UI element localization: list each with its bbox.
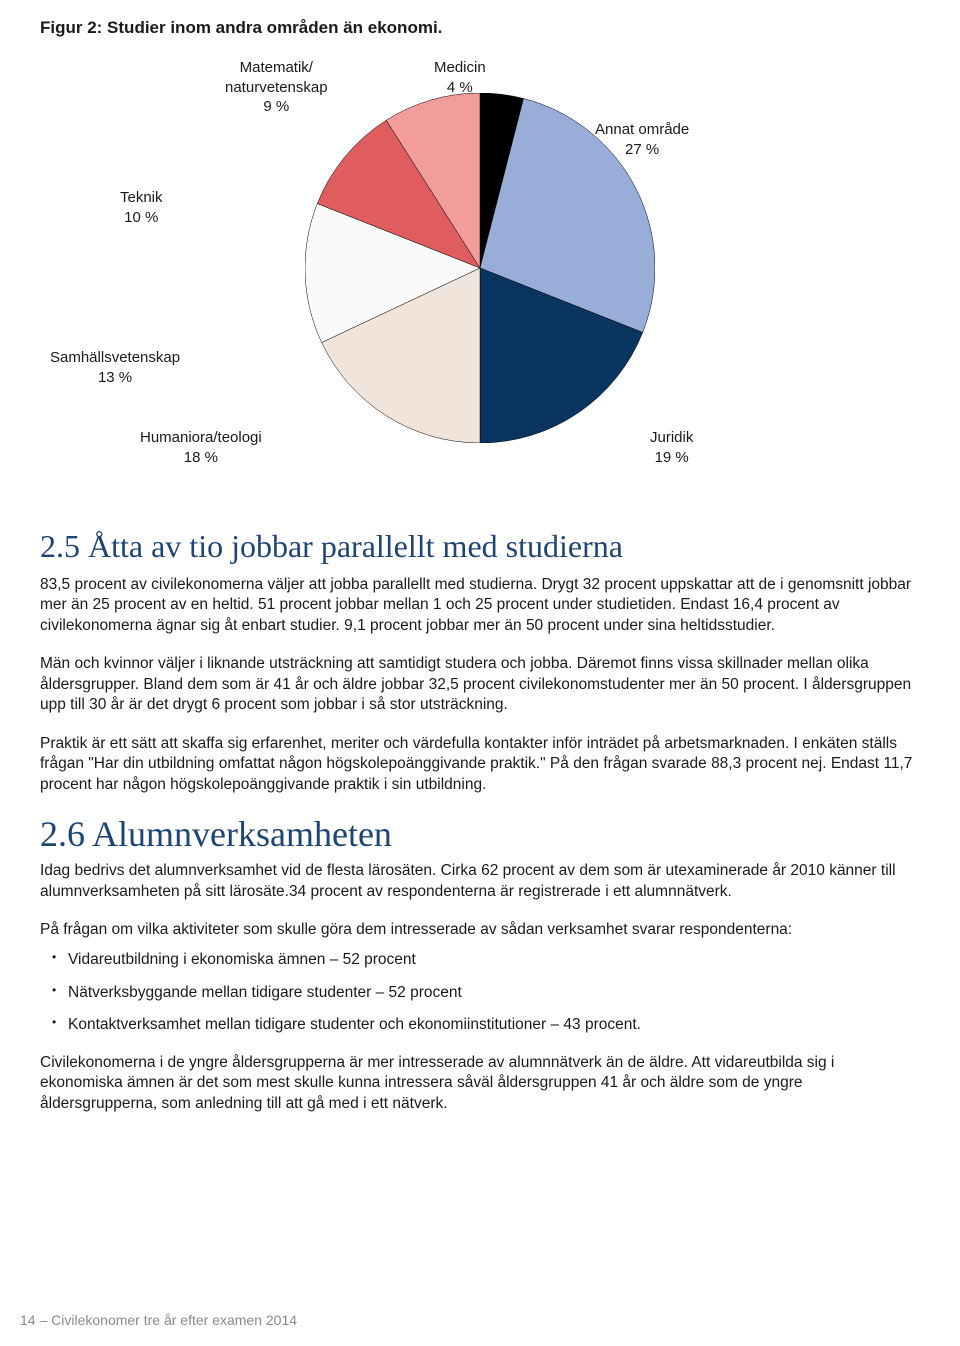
pie-chart-container: Medicin4 % Annat område27 % Juridik19 % Hum… xyxy=(40,58,920,498)
pie-slice-label: Humaniora/teologi18 % xyxy=(140,428,262,467)
list-item: Nätverksbyggande mellan tidigare student… xyxy=(40,983,920,1003)
pie-slice-label: Teknik10 % xyxy=(120,188,163,227)
page-footer: 14 – Civilekonomer tre år efter examen 2… xyxy=(20,1312,297,1328)
section-2-6-heading: 2.6 Alumnverksamheten xyxy=(40,813,920,855)
pie-slice-label: Medicin4 % xyxy=(434,58,486,97)
paragraph: På frågan om vilka aktiviteter som skull… xyxy=(40,920,920,940)
pie-slice-label: Matematik/naturvetenskap9 % xyxy=(225,58,328,117)
section-2-5-heading: 2.5 Åtta av tio jobbar parallellt med st… xyxy=(40,528,920,565)
list-item: Vidareutbildning i ekonomiska ämnen – 52… xyxy=(40,950,920,970)
paragraph: Idag bedrivs det alumnverksamhet vid de … xyxy=(40,861,920,902)
bullet-list: Vidareutbildning i ekonomiska ämnen – 52… xyxy=(40,950,920,1034)
paragraph: Civilekonomerna i de yngre åldersgrupper… xyxy=(40,1053,920,1114)
pie-slice-label: Juridik19 % xyxy=(650,428,693,467)
paragraph: Praktik är ett sätt att skaffa sig erfar… xyxy=(40,734,920,795)
pie-slice-label: Annat område27 % xyxy=(595,120,689,159)
figure-title: Figur 2: Studier inom andra områden än e… xyxy=(40,18,920,38)
paragraph: Män och kvinnor väljer i liknande utsträ… xyxy=(40,654,920,715)
pie-slice-label: Samhällsvetenskap13 % xyxy=(50,348,180,387)
paragraph: 83,5 procent av civilekonomerna väljer a… xyxy=(40,575,920,636)
list-item: Kontaktverksamhet mellan tidigare studen… xyxy=(40,1015,920,1035)
